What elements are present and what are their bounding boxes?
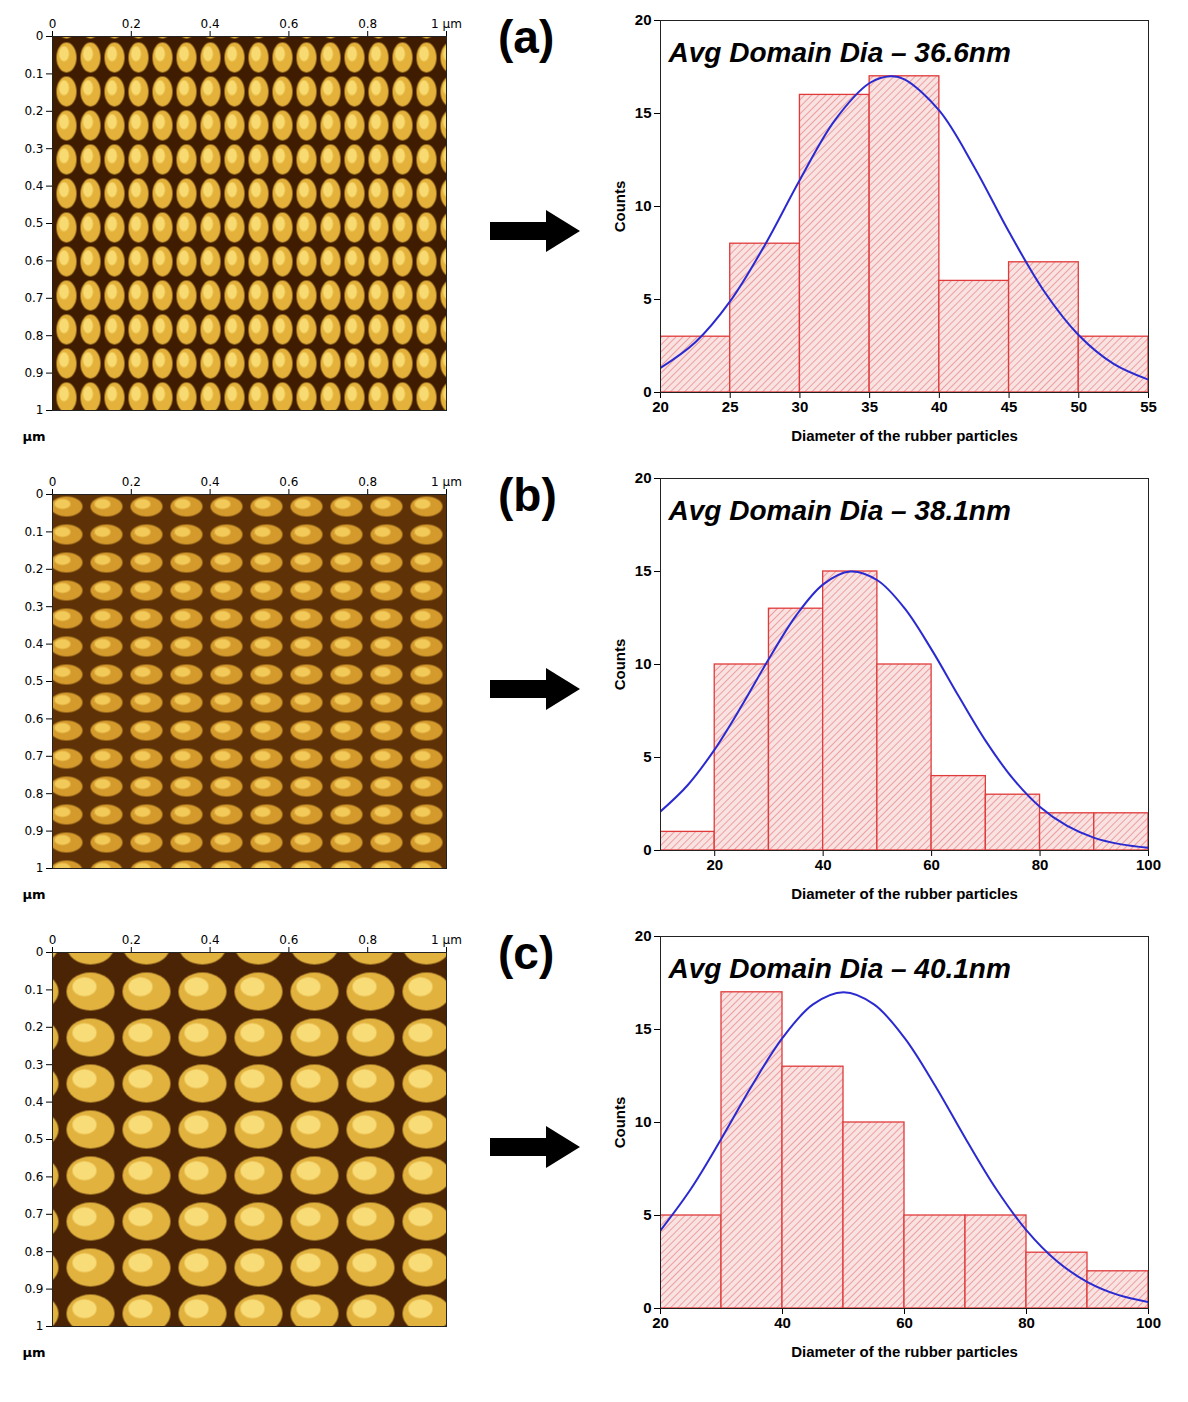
svg-text:Counts: Counts (611, 181, 628, 233)
svg-text:0.4: 0.4 (24, 179, 43, 193)
svg-text:µm: µm (23, 1345, 46, 1360)
svg-text:1 µm: 1 µm (431, 475, 462, 489)
svg-text:0.4: 0.4 (24, 637, 43, 651)
svg-text:60: 60 (923, 856, 940, 873)
svg-text:20: 20 (635, 11, 652, 28)
svg-text:0.9: 0.9 (24, 824, 43, 838)
svg-text:0.7: 0.7 (24, 291, 43, 305)
svg-text:0.2: 0.2 (122, 933, 141, 947)
svg-text:20: 20 (635, 927, 652, 944)
svg-text:0.4: 0.4 (201, 933, 220, 947)
svg-text:5: 5 (643, 290, 651, 307)
svg-text:100: 100 (1136, 1314, 1161, 1331)
svg-text:0.6: 0.6 (279, 933, 298, 947)
svg-text:40: 40 (815, 856, 832, 873)
svg-text:0.6: 0.6 (279, 475, 298, 489)
svg-text:0.4: 0.4 (24, 1095, 43, 1109)
svg-text:30: 30 (792, 398, 809, 415)
svg-text:10: 10 (635, 197, 652, 214)
svg-text:0.5: 0.5 (24, 1132, 43, 1146)
svg-text:0.5: 0.5 (24, 216, 43, 230)
svg-text:Avg Domain Dia – 36.6nm: Avg Domain Dia – 36.6nm (668, 37, 1011, 68)
svg-text:0.8: 0.8 (24, 787, 43, 801)
svg-text:0: 0 (36, 29, 44, 43)
svg-text:0.2: 0.2 (24, 1020, 43, 1034)
svg-text:0.9: 0.9 (24, 1282, 43, 1296)
svg-text:0: 0 (643, 841, 651, 858)
html-text:(c): (c) (498, 927, 555, 979)
svg-text:µm: µm (23, 887, 46, 902)
svg-text:0: 0 (643, 383, 651, 400)
svg-text:0.7: 0.7 (24, 749, 43, 763)
svg-text:0.2: 0.2 (24, 562, 43, 576)
svg-text:0.9: 0.9 (24, 366, 43, 380)
svg-text:1 µm: 1 µm (431, 17, 462, 31)
svg-text:Diameter of the rubber particl: Diameter of the rubber particles (791, 1343, 1018, 1360)
svg-text:25: 25 (722, 398, 739, 415)
svg-text:0: 0 (49, 933, 57, 947)
svg-text:5: 5 (643, 1206, 651, 1223)
svg-text:1: 1 (36, 861, 44, 875)
svg-text:0.6: 0.6 (24, 712, 43, 726)
svg-text:0.2: 0.2 (122, 17, 141, 31)
svg-text:20: 20 (652, 398, 669, 415)
svg-text:1: 1 (36, 1319, 44, 1333)
svg-text:0.8: 0.8 (358, 933, 377, 947)
svg-text:0: 0 (36, 487, 44, 501)
svg-text:0.2: 0.2 (24, 104, 43, 118)
svg-text:10: 10 (635, 1113, 652, 1130)
svg-text:0.1: 0.1 (24, 983, 43, 997)
svg-text:0.4: 0.4 (201, 17, 220, 31)
svg-text:0.6: 0.6 (279, 17, 298, 31)
svg-text:40: 40 (774, 1314, 791, 1331)
svg-text:Diameter of the rubber particl: Diameter of the rubber particles (791, 885, 1018, 902)
svg-text:0.8: 0.8 (358, 17, 377, 31)
svg-text:Avg Domain Dia – 40.1nm: Avg Domain Dia – 40.1nm (668, 953, 1011, 984)
svg-text:20: 20 (706, 856, 723, 873)
svg-text:0.6: 0.6 (24, 254, 43, 268)
html-text:(b): (b) (498, 469, 557, 521)
svg-text:0: 0 (36, 945, 44, 959)
svg-text:1: 1 (36, 403, 44, 417)
svg-text:0: 0 (643, 1299, 651, 1316)
svg-text:Diameter of the rubber particl: Diameter of the rubber particles (791, 427, 1018, 444)
svg-text:0.3: 0.3 (24, 600, 43, 614)
svg-text:0.6: 0.6 (24, 1170, 43, 1184)
html-text:(a): (a) (498, 11, 555, 63)
svg-text:60: 60 (896, 1314, 913, 1331)
svg-text:35: 35 (861, 398, 878, 415)
svg-text:80: 80 (1018, 1314, 1035, 1331)
svg-text:0.1: 0.1 (24, 67, 43, 81)
svg-text:0.8: 0.8 (24, 329, 43, 343)
svg-text:Avg Domain Dia – 38.1nm: Avg Domain Dia – 38.1nm (668, 495, 1011, 526)
svg-text:20: 20 (652, 1314, 669, 1331)
svg-text:0: 0 (49, 17, 57, 31)
svg-text:0.5: 0.5 (24, 674, 43, 688)
svg-text:0.3: 0.3 (24, 142, 43, 156)
svg-text:80: 80 (1032, 856, 1049, 873)
svg-text:15: 15 (635, 1020, 652, 1037)
svg-text:10: 10 (635, 655, 652, 672)
svg-text:20: 20 (635, 469, 652, 486)
svg-text:5: 5 (643, 748, 651, 765)
svg-text:0.4: 0.4 (201, 475, 220, 489)
svg-text:0.7: 0.7 (24, 1207, 43, 1221)
svg-text:µm: µm (23, 429, 46, 444)
svg-text:15: 15 (635, 562, 652, 579)
svg-text:0.1: 0.1 (24, 525, 43, 539)
svg-text:0.2: 0.2 (122, 475, 141, 489)
svg-text:0.8: 0.8 (24, 1245, 43, 1259)
svg-text:1 µm: 1 µm (431, 933, 462, 947)
svg-text:100: 100 (1136, 856, 1161, 873)
svg-text:0.3: 0.3 (24, 1058, 43, 1072)
svg-text:Counts: Counts (611, 1097, 628, 1149)
svg-text:50: 50 (1070, 398, 1087, 415)
svg-text:15: 15 (635, 104, 652, 121)
svg-text:Counts: Counts (611, 639, 628, 691)
svg-text:0: 0 (49, 475, 57, 489)
svg-text:0.8: 0.8 (358, 475, 377, 489)
svg-text:45: 45 (1001, 398, 1018, 415)
svg-text:40: 40 (931, 398, 948, 415)
svg-text:55: 55 (1140, 398, 1157, 415)
